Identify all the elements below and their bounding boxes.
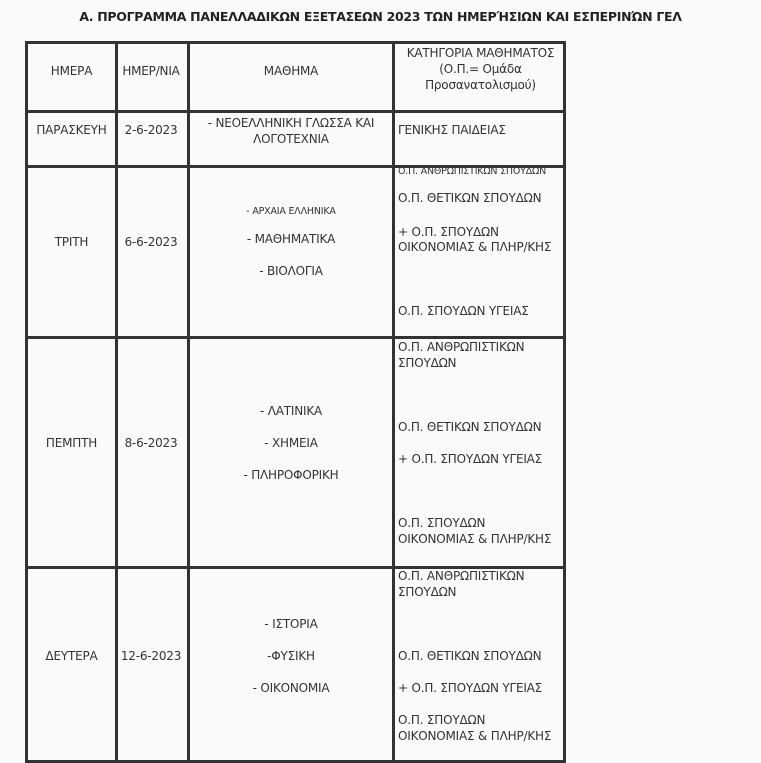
column-divider (115, 44, 118, 760)
subject-item: - ΧΗΜΕΙΑ (264, 436, 318, 450)
day-cell: ΤΡΙΤΗ (54, 235, 89, 249)
header-date: ΗΜΕΡ/ΝΙΑ (122, 64, 180, 78)
subject-item: - ΑΡΧΑΙΑ ΕΛΛΗΝΙΚΑ (246, 206, 336, 217)
day-cell: ΠΑΡΑΣΚΕΥΗ (36, 123, 107, 137)
category-item: ΣΠΟΥΔΩΝ (398, 356, 457, 370)
header-category: ΚΑΤΗΓΟΡΙΑ ΜΑΘΗΜΑΤΟΣ (406, 46, 555, 60)
subject-item: - ΛΑΤΙΝΙΚΑ (259, 404, 323, 418)
day-cell: ΔΕΥΤΕΡΑ (45, 649, 98, 663)
header-category: Προσανατολισμού) (425, 78, 536, 92)
category-item: Ο.Π. ΘΕΤΙΚΩΝ ΣΠΟΥΔΩΝ (398, 420, 542, 434)
header-subject: ΜΑΘΗΜΑ (263, 64, 319, 78)
date-cell: 8-6-2023 (124, 436, 178, 450)
category-item: Ο.Π. ΣΠΟΥΔΩΝ (398, 713, 486, 727)
row-divider (28, 165, 563, 168)
subject-item: - ΒΙΟΛΟΓΙΑ (259, 264, 323, 278)
header-day: ΗΜΕΡΑ (50, 64, 93, 78)
exam-schedule-table (25, 41, 566, 763)
subject-item: - ΙΣΤΟΡΙΑ (264, 617, 318, 631)
subject-item: - ΟΙΚΟΝΟΜΙΑ (252, 681, 330, 695)
category-item: ΣΠΟΥΔΩΝ (398, 585, 457, 599)
row-divider (28, 336, 563, 339)
row-divider (28, 110, 563, 113)
category-item: ΟΙΚΟΝΟΜΙΑΣ & ΠΛΗΡ/ΚΗΣ (398, 729, 552, 743)
column-divider (392, 44, 395, 760)
category-item: Ο.Π. ΑΝΘΡΩΠΙΣΤΙΚΩΝ (398, 569, 525, 583)
subject-item: - ΜΑΘΗΜΑΤΙΚΑ (246, 232, 336, 246)
category-item: ΟΙΚΟΝΟΜΙΑΣ & ΠΛΗΡ/ΚΗΣ (398, 532, 552, 546)
category-item: ΓΕΝΙΚΗΣ ΠΑΙΔΕΙΑΣ (398, 123, 506, 137)
category-item: Ο.Π. ΘΕΤΙΚΩΝ ΣΠΟΥΔΩΝ (398, 191, 542, 205)
column-divider (187, 44, 190, 760)
date-cell: 12-6-2023 (120, 649, 182, 663)
category-item: + Ο.Π. ΣΠΟΥΔΩΝ ΥΓΕΙΑΣ (398, 681, 543, 695)
page-title: Α. ΠΡΟΓΡΑΜΜΑ ΠΑΝΕΛΛΑΔΙΚΩΝ ΕΞΕΤΑΣΕΩΝ 2023… (79, 9, 682, 24)
category-item: + Ο.Π. ΣΠΟΥΔΩΝ (398, 225, 499, 239)
header-category: (Ο.Π.= Ομάδα (439, 62, 522, 76)
day-cell: ΠΕΜΠΤΗ (45, 436, 98, 450)
date-cell: 2-6-2023 (124, 123, 178, 137)
subject-item: - ΝΕΟΕΛΛΗΝΙΚΗ ΓΛΩΣΣΑ ΚΑΙ (207, 116, 375, 130)
category-item: Ο.Π. ΣΠΟΥΔΩΝ ΥΓΕΙΑΣ (398, 304, 529, 318)
category-item: Ο.Π. ΘΕΤΙΚΩΝ ΣΠΟΥΔΩΝ (398, 649, 542, 663)
category-item: Ο.Π. ΑΝΘΡΩΠΙΣΤΙΚΩΝ ΣΠΟΥΔΩΝ (398, 166, 547, 177)
subject-item: ΛΟΓΟΤΕΧΝΙΑ (253, 132, 329, 146)
subject-item: -ΦΥΣΙΚΗ (267, 649, 315, 663)
row-divider (28, 566, 563, 569)
category-item: ΟΙΚΟΝΟΜΙΑΣ & ΠΛΗΡ/ΚΗΣ (398, 240, 552, 254)
category-item: Ο.Π. ΣΠΟΥΔΩΝ (398, 516, 486, 530)
category-item: Ο.Π. ΑΝΘΡΩΠΙΣΤΙΚΩΝ (398, 340, 525, 354)
category-item: + Ο.Π. ΣΠΟΥΔΩΝ ΥΓΕΙΑΣ (398, 452, 543, 466)
subject-item: - ΠΛΗΡΟΦΟΡΙΚΗ (243, 468, 339, 482)
date-cell: 6-6-2023 (124, 235, 178, 249)
